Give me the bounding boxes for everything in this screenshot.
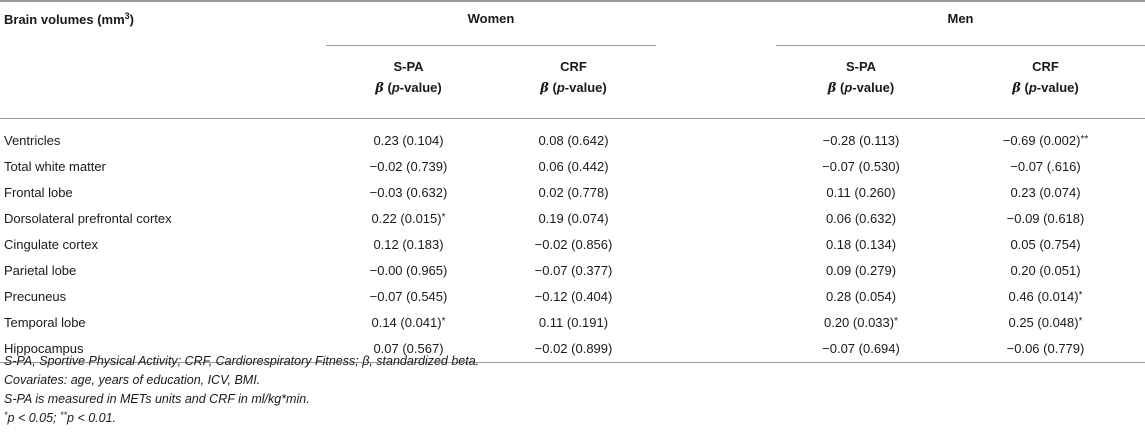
table-cell: −0.02 (0.856) xyxy=(534,236,613,252)
table-row: Parietal lobe −0.00 (0.965) −0.07 (0.377) 0… xyxy=(0,257,1145,283)
table-cell: 0.06 (0.442) xyxy=(538,158,609,174)
group-women: Women xyxy=(326,0,656,46)
footnote-covariates: Covariates: age, years of education, ICV… xyxy=(4,373,261,387)
table-cell: 0.18 (0.134) xyxy=(825,236,897,252)
table-cell: −0.07 (.616) xyxy=(1010,158,1081,174)
row-label: Temporal lobe xyxy=(4,314,86,330)
table-cell: −0.07 (0.530) xyxy=(822,158,900,174)
footnote-units: S-PA is measured in METs units and CRF i… xyxy=(4,392,310,406)
table-cell: 0.11 (0.260) xyxy=(826,184,896,200)
table-cell: 0.23 (0.074) xyxy=(1010,184,1081,200)
col-header-men-spa: S-PA β (p-value) xyxy=(776,45,946,119)
significance-marker: * xyxy=(1078,315,1083,327)
col-header-women-crf: CRF β (p-value) xyxy=(491,45,656,119)
table-cell: −0.28 (0.113) xyxy=(822,132,900,148)
table-cell: −0.00 (0.965) xyxy=(369,262,448,278)
table-body: Ventricles 0.23 (0.104) 0.08 (0.642) −0.28 … xyxy=(0,127,1145,363)
table-cell: 0.12 (0.183) xyxy=(373,236,444,252)
table-row: Temporal lobe 0.14 (0.041)* 0.11 (0.191) 0.… xyxy=(0,309,1145,335)
table-cell: 0.22 (0.015)* xyxy=(371,210,446,226)
table-row: Hippocampus 0.07 (0.567) −0.02 (0.899) −0.0… xyxy=(0,335,1145,363)
table-cell: 0.14 (0.041)* xyxy=(371,314,446,330)
table-cell: 0.02 (0.778) xyxy=(538,184,609,200)
row-label: Parietal lobe xyxy=(4,262,77,278)
row-label: Total white matter xyxy=(4,158,106,174)
table-row: Frontal lobe −0.03 (0.632) 0.02 (0.778) 0.1… xyxy=(0,179,1145,205)
table-row: Ventricles 0.23 (0.104) 0.08 (0.642) −0.28 … xyxy=(0,127,1145,153)
table-cell: 0.20 (0.033)* xyxy=(823,314,898,330)
significance-marker: * xyxy=(441,315,446,327)
table-cell: 0.09 (0.279) xyxy=(825,262,897,278)
table-cell: 0.20 (0.051) xyxy=(1010,262,1081,278)
significance-marker: * xyxy=(441,211,446,223)
table-cell: −0.09 (0.618) xyxy=(1006,210,1085,226)
column-header-row: S-PA β (p-value) CRF β (p-value) S-PA β (p-… xyxy=(0,45,1145,119)
col-header-women-spa: S-PA β (p-value) xyxy=(326,45,491,119)
row-header-label: Brain volumes (mm3) xyxy=(0,0,326,46)
group-men: Men xyxy=(776,0,1145,46)
significance-marker: * xyxy=(1078,289,1083,301)
significance-marker: ** xyxy=(1080,133,1089,145)
row-label: Frontal lobe xyxy=(4,184,73,200)
table-cell: 0.07 (0.567) xyxy=(326,335,491,363)
row-label: Ventricles xyxy=(4,132,61,148)
group-header-row: Brain volumes (mm3) Women Men xyxy=(0,0,1145,46)
table-row: Precuneus −0.07 (0.545) −0.12 (0.404) 0.28 … xyxy=(0,283,1145,309)
row-label: Cingulate cortex xyxy=(4,236,98,252)
row-label: Dorsolateral prefrontal cortex xyxy=(4,210,172,226)
table-cell: 0.19 (0.074) xyxy=(538,210,609,226)
table-cell: −0.07 (0.694) xyxy=(776,335,946,363)
table-cell: −0.69 (0.002)** xyxy=(1002,132,1089,148)
brain-volumes-table: Brain volumes (mm3) Women Men S-PA β (p-v… xyxy=(0,0,1145,363)
table-cell: −0.07 (0.545) xyxy=(369,288,448,304)
table-cell: −0.07 (0.377) xyxy=(534,262,613,278)
table-footnotes: S-PA, Sportive Physical Activity; CRF, C… xyxy=(4,352,479,428)
col-header-men-crf: CRF β (p-value) xyxy=(946,45,1145,119)
footnote-significance: *p < 0.05; **p < 0.01. xyxy=(4,410,117,426)
table-row: Dorsolateral prefrontal cortex 0.22 (0.01… xyxy=(0,205,1145,231)
significance-marker: * xyxy=(894,315,898,327)
table-cell: −0.02 (0.739) xyxy=(369,158,448,174)
table-cell: −0.12 (0.404) xyxy=(534,288,613,304)
table-row: Cingulate cortex 0.12 (0.183) −0.02 (0.856… xyxy=(0,231,1145,257)
row-label: Hippocampus xyxy=(0,335,326,363)
table-cell: 0.25 (0.048)* xyxy=(1008,314,1083,330)
footnote-abbreviations: S-PA, Sportive Physical Activity; CRF, C… xyxy=(4,354,480,368)
table-cell: 0.05 (0.754) xyxy=(1010,236,1081,252)
table-cell: 0.08 (0.642) xyxy=(538,132,609,148)
table-cell: 0.46 (0.014)* xyxy=(1008,288,1083,304)
table-cell: 0.11 (0.191) xyxy=(538,314,609,330)
table-cell: 0.23 (0.104) xyxy=(373,132,444,148)
table-cell: −0.06 (0.779) xyxy=(946,335,1145,363)
table-cell: −0.03 (0.632) xyxy=(369,184,448,200)
table-cell: 0.06 (0.632) xyxy=(825,210,897,226)
table-cell: −0.02 (0.899) xyxy=(491,335,656,363)
table-row: Total white matter −0.02 (0.739) 0.06 (0.4… xyxy=(0,153,1145,179)
row-label: Precuneus xyxy=(4,288,67,304)
table-cell: 0.28 (0.054) xyxy=(825,288,897,304)
